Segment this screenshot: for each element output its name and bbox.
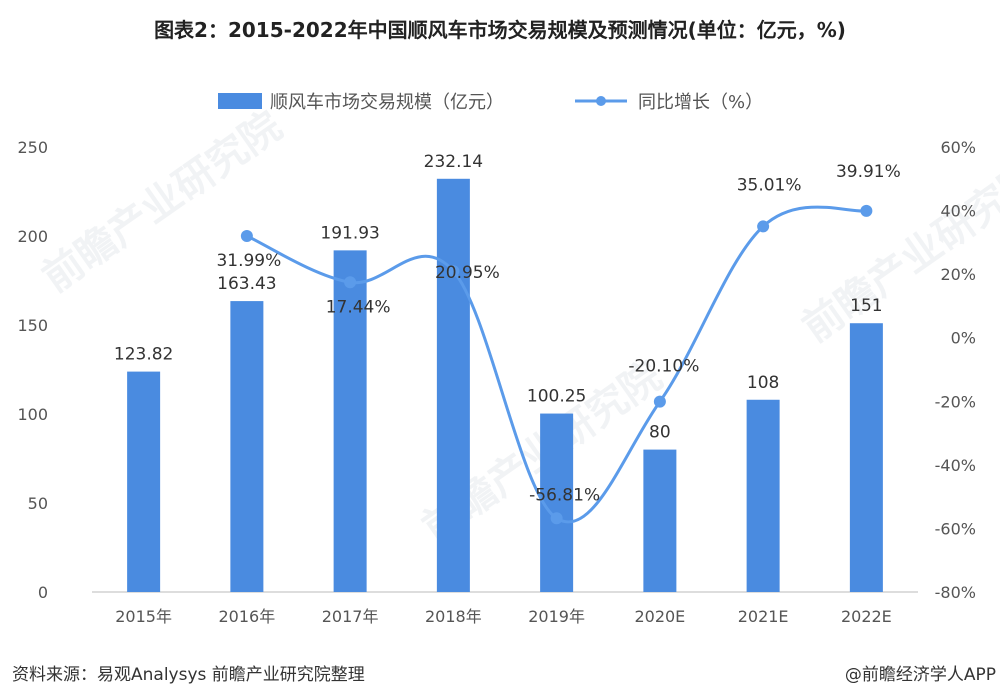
bar — [127, 371, 161, 592]
y-left-tick-label: 0 — [38, 583, 48, 602]
growth-value-label: -20.10% — [628, 357, 699, 377]
growth-point — [344, 276, 357, 289]
growth-point — [860, 204, 873, 217]
y-left-tick-label: 250 — [17, 138, 48, 157]
bar-value-label: 100.25 — [527, 387, 586, 407]
growth-value-label: 17.44% — [326, 297, 391, 317]
source-note: 资料来源：易观Analysys 前瞻产业研究院整理 — [12, 665, 365, 685]
y-left-tick-label: 50 — [28, 494, 48, 513]
legend-bar-swatch — [218, 93, 262, 109]
legend-bar-label: 顺风车市场交易规模（亿元） — [270, 92, 504, 113]
x-tick-label: 2016年 — [219, 607, 276, 626]
y-left-tick-label: 150 — [17, 316, 48, 335]
bar — [643, 449, 677, 592]
x-tick-label: 2021E — [738, 607, 789, 626]
x-tick-label: 2018年 — [425, 607, 482, 626]
legend-line-swatch — [575, 96, 627, 106]
x-tick-label: 2020E — [634, 607, 685, 626]
bar — [436, 178, 470, 592]
bar-value-label: 163.43 — [217, 274, 276, 294]
legend: 顺风车市场交易规模（亿元） 同比增长（%） — [0, 86, 1000, 116]
y-right-tick-label: -40% — [935, 456, 976, 475]
y-right-tick-label: 60% — [940, 138, 976, 157]
x-tick-label: 2019年 — [528, 607, 585, 626]
bar-value-label: 80 — [649, 423, 671, 443]
legend-line-label: 同比增长（%） — [638, 92, 764, 113]
brand-note: @前瞻经济学人APP — [844, 665, 996, 685]
growth-point — [757, 220, 770, 233]
bar-value-label: 108 — [747, 373, 779, 393]
bar — [333, 250, 367, 592]
y-left-tick-label: 100 — [17, 405, 48, 424]
bar-value-label: 191.93 — [320, 223, 379, 243]
y-right-tick-label: -80% — [935, 583, 976, 602]
growth-value-label: 39.91% — [836, 162, 901, 182]
growth-point — [653, 395, 666, 408]
x-tick-label: 2017年 — [322, 607, 379, 626]
bar — [230, 301, 264, 592]
bar — [746, 399, 780, 592]
y-right-tick-label: -60% — [935, 519, 976, 538]
y-left-tick-label: 200 — [17, 227, 48, 246]
growth-value-label: 20.95% — [435, 263, 500, 283]
bar-value-label: 151 — [850, 296, 882, 316]
growth-point — [240, 230, 253, 243]
y-right-tick-label: 40% — [940, 202, 976, 221]
x-tick-label: 2022E — [841, 607, 892, 626]
growth-point — [447, 265, 460, 278]
chart-title: 图表2：2015-2022年中国顺风车市场交易规模及预测情况(单位：亿元，%) — [154, 18, 846, 42]
bar-value-label: 123.82 — [114, 345, 173, 365]
growth-value-label: 35.01% — [737, 175, 802, 195]
y-right-tick-label: 0% — [951, 329, 976, 348]
bar — [540, 413, 574, 592]
x-tick-label: 2015年 — [115, 607, 172, 626]
y-right-tick-label: -20% — [935, 392, 976, 411]
growth-value-label: -56.81% — [529, 485, 600, 505]
growth-value-label: 31.99% — [216, 251, 281, 271]
growth-point — [550, 512, 563, 525]
bar — [849, 323, 883, 592]
bar-value-label: 232.14 — [424, 152, 483, 172]
y-right-tick-label: 20% — [940, 265, 976, 284]
